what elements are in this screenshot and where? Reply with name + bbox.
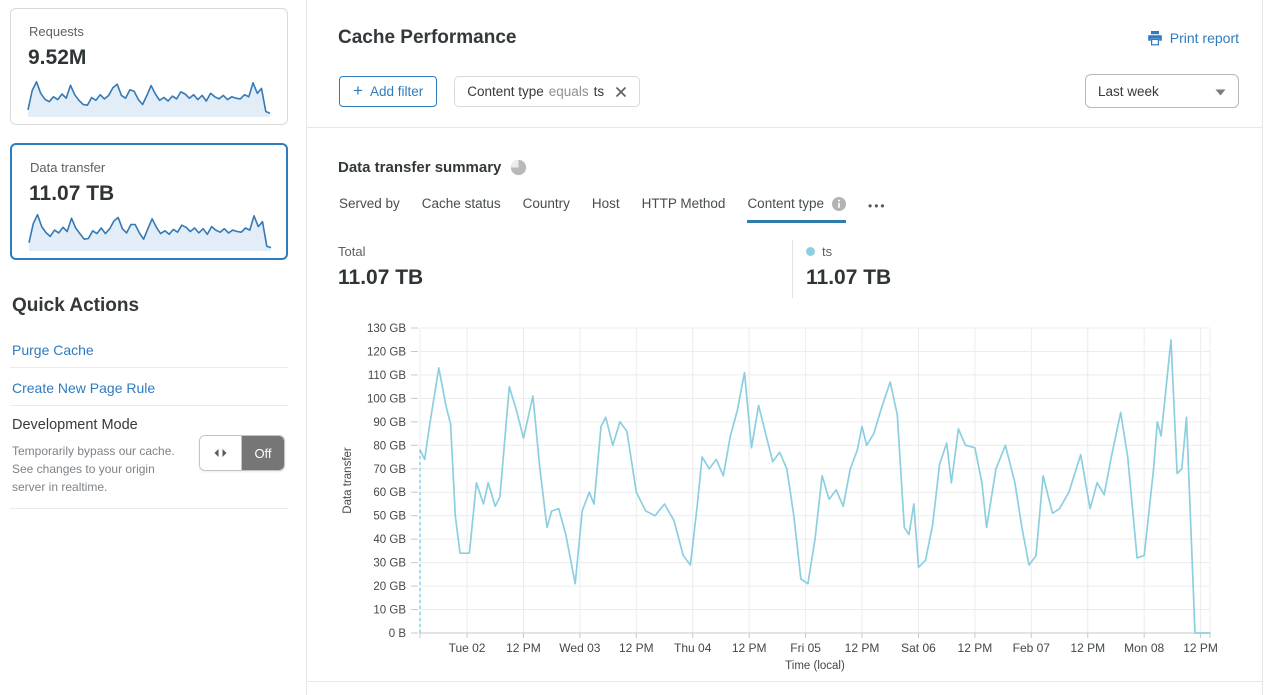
sidebar-divider xyxy=(10,367,288,368)
filter-chips: Content type equals ts xyxy=(454,76,641,107)
pie-chart-icon xyxy=(510,159,527,176)
filter-chip[interactable]: Content type equals ts xyxy=(454,76,641,107)
toggle-arrows-icon xyxy=(200,436,242,470)
tab-served-by[interactable]: Served by xyxy=(339,196,400,220)
svg-text:110 GB: 110 GB xyxy=(368,370,406,382)
purge-cache-link[interactable]: Purge Cache xyxy=(12,342,94,358)
svg-text:Sat 06: Sat 06 xyxy=(901,641,936,655)
svg-text:80 GB: 80 GB xyxy=(373,440,406,452)
svg-text:Thu 04: Thu 04 xyxy=(674,641,712,655)
requests-metric-card[interactable]: Requests 9.52M xyxy=(10,8,288,125)
filter-bar: + Add filter Content type equals ts Last w… xyxy=(339,74,1239,108)
svg-text:30 GB: 30 GB xyxy=(373,558,406,570)
printer-icon xyxy=(1147,30,1163,46)
development-mode-description: Temporarily bypass our cache. See change… xyxy=(12,444,175,494)
quick-actions-heading: Quick Actions xyxy=(12,295,140,316)
svg-text:130 GB: 130 GB xyxy=(367,323,406,335)
print-report-label: Print report xyxy=(1169,30,1239,46)
tab-label: Host xyxy=(591,196,620,211)
main-panel: Cache Performance Print report + Add fil… xyxy=(306,0,1263,695)
chevron-down-icon xyxy=(1215,84,1226,99)
totals-divider xyxy=(792,240,793,298)
svg-text:40 GB: 40 GB xyxy=(373,534,406,546)
create-new-page-rule-link[interactable]: Create New Page Rule xyxy=(12,380,156,396)
svg-text:Tue 02: Tue 02 xyxy=(449,641,486,655)
page-title: Cache Performance xyxy=(338,27,517,48)
tab-cache-status[interactable]: Cache status xyxy=(422,196,501,220)
data-transfer-metric-card[interactable]: Data transfer 11.07 TB xyxy=(10,143,288,260)
total-value: 11.07 TB xyxy=(338,266,424,289)
svg-text:10 GB: 10 GB xyxy=(373,605,406,617)
legend-block: ts 11.07 TB xyxy=(806,244,891,290)
data-transfer-card-label: Data transfer xyxy=(30,160,106,175)
svg-text:Time (local): Time (local) xyxy=(785,660,845,672)
total-block: Total 11.07 TB xyxy=(338,244,423,290)
more-tabs-ellipsis-icon[interactable]: ••• xyxy=(868,199,887,213)
svg-text:0 B: 0 B xyxy=(389,628,407,640)
header-divider xyxy=(307,127,1262,128)
chip-close-icon[interactable] xyxy=(615,86,627,98)
add-filter-button[interactable]: + Add filter xyxy=(339,76,438,107)
chip-operator: equals xyxy=(548,84,589,99)
svg-text:12 PM: 12 PM xyxy=(619,641,654,655)
series-legend-label: ts xyxy=(822,244,833,259)
svg-text:60 GB: 60 GB xyxy=(373,487,406,499)
svg-text:Feb 07: Feb 07 xyxy=(1013,641,1051,655)
tab-host[interactable]: Host xyxy=(592,196,620,220)
development-mode-toggle[interactable]: Off xyxy=(199,435,285,471)
date-range-value: Last week xyxy=(1098,83,1159,99)
svg-text:100 GB: 100 GB xyxy=(367,393,406,405)
sidebar: Requests 9.52M Data transfer 11.07 TB Qu… xyxy=(0,0,306,695)
svg-text:Fri 05: Fri 05 xyxy=(790,641,821,655)
tab-country[interactable]: Country xyxy=(523,196,570,220)
svg-text:12 PM: 12 PM xyxy=(1070,641,1105,655)
tab-http-method[interactable]: HTTP Method xyxy=(642,196,726,220)
bottom-divider xyxy=(307,681,1262,682)
svg-text:12 PM: 12 PM xyxy=(1183,641,1218,655)
tab-label: Country xyxy=(522,196,570,211)
svg-text:20 GB: 20 GB xyxy=(373,581,406,593)
svg-text:12 PM: 12 PM xyxy=(845,641,880,655)
development-mode-title: Development Mode xyxy=(12,417,138,433)
add-filter-label: Add filter xyxy=(369,84,424,99)
requests-card-value: 9.52M xyxy=(28,46,87,69)
tab-content-type[interactable]: Content type xyxy=(747,196,846,223)
svg-text:120 GB: 120 GB xyxy=(367,346,406,358)
chip-field: Content type xyxy=(467,84,544,99)
plus-icon: + xyxy=(353,81,363,100)
tab-label: Content type xyxy=(747,196,824,211)
svg-text:12 PM: 12 PM xyxy=(958,641,993,655)
total-label: Total xyxy=(338,244,366,259)
toggle-state-label: Off xyxy=(242,436,284,470)
svg-text:70 GB: 70 GB xyxy=(373,464,406,476)
summary-tabs: Served by Cache status Country Host HTTP Met… xyxy=(339,196,887,223)
svg-text:Data transfer: Data transfer xyxy=(342,447,354,514)
date-range-dropdown[interactable]: Last week xyxy=(1085,74,1239,108)
tab-label: Served by xyxy=(339,196,400,211)
svg-text:90 GB: 90 GB xyxy=(373,417,406,429)
tab-label: Cache status xyxy=(421,196,501,211)
requests-sparkline xyxy=(27,81,271,117)
print-report-link[interactable]: Print report xyxy=(1147,30,1239,46)
summary-heading: Data transfer summary xyxy=(338,159,527,176)
series-legend-value: 11.07 TB xyxy=(806,266,892,289)
chip-value: ts xyxy=(593,84,605,99)
requests-card-label: Requests xyxy=(29,24,84,39)
svg-text:12 PM: 12 PM xyxy=(732,641,767,655)
svg-text:50 GB: 50 GB xyxy=(373,511,406,523)
data-transfer-card-value: 11.07 TB xyxy=(29,182,115,205)
sidebar-divider xyxy=(10,508,288,509)
tab-label: HTTP Method xyxy=(641,196,726,211)
chart-svg: 0 B 10 GB 20 GB 30 GB 40 GB 50 GB 60 GB 70 GB 80… xyxy=(342,323,1218,672)
svg-text:Wed 03: Wed 03 xyxy=(559,641,600,655)
svg-text:Mon 08: Mon 08 xyxy=(1124,641,1164,655)
series-legend-dot xyxy=(806,247,815,256)
summary-heading-label: Data transfer summary xyxy=(338,159,502,176)
data-transfer-chart: 0 B 10 GB 20 GB 30 GB 40 GB 50 GB 60 GB 70 GB 80… xyxy=(337,313,1242,681)
data-transfer-sparkline xyxy=(28,213,272,251)
svg-text:12 PM: 12 PM xyxy=(506,641,541,655)
info-icon[interactable] xyxy=(832,196,846,211)
sidebar-divider xyxy=(10,405,288,406)
